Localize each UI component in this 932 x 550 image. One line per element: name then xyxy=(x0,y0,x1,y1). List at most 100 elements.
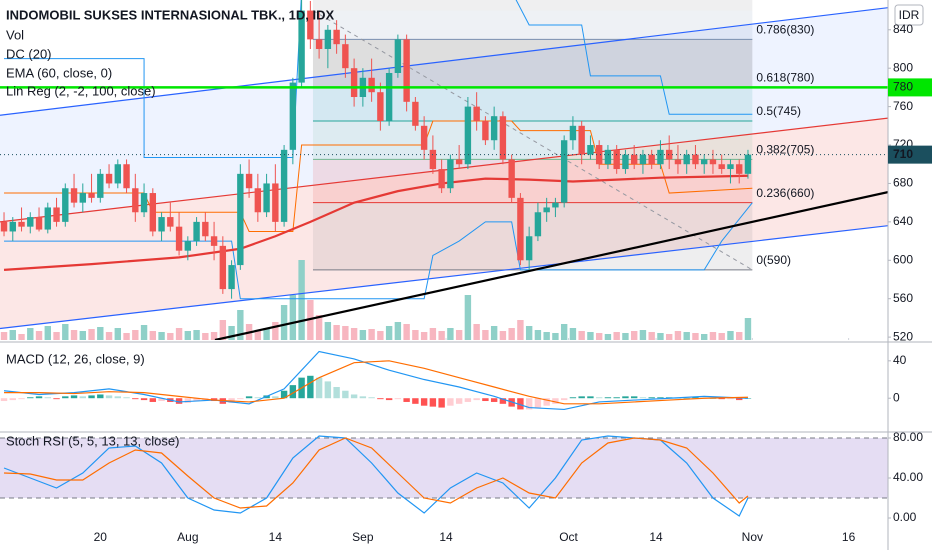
histogram-bar xyxy=(648,397,655,399)
volume-bar xyxy=(587,332,594,340)
y-tick-label: 520 xyxy=(893,329,913,343)
volume-bar xyxy=(394,322,402,340)
volume-bar xyxy=(105,332,113,340)
candle-body xyxy=(88,193,95,198)
volume-bar xyxy=(534,330,542,340)
histogram-bar xyxy=(9,398,16,401)
candle-body xyxy=(158,217,165,232)
candle-body xyxy=(175,226,183,251)
volume-bar xyxy=(53,332,60,340)
histogram-bar xyxy=(289,385,297,399)
volume-bar xyxy=(482,330,489,340)
pane-title: MACD (12, 26, close, 9) xyxy=(6,351,145,366)
fib-zone xyxy=(312,202,753,270)
price-label-bg xyxy=(888,145,932,164)
volume-bar xyxy=(543,332,550,340)
volume-bar xyxy=(44,326,51,340)
candle-body xyxy=(70,188,78,203)
histogram-bar xyxy=(342,390,349,399)
y-tick-label: 600 xyxy=(893,252,913,266)
candle-body xyxy=(342,44,349,69)
volume-bar xyxy=(639,330,647,340)
volume-bar xyxy=(595,333,603,340)
histogram-bar xyxy=(254,397,262,399)
histogram-bar xyxy=(473,398,480,401)
fib-label: 0(590) xyxy=(756,253,791,267)
volume-bar xyxy=(324,322,332,340)
volume-bar xyxy=(210,332,218,340)
candle-body xyxy=(718,164,725,170)
trendline xyxy=(214,191,888,340)
volume-bar xyxy=(237,310,244,340)
candle-body xyxy=(736,164,743,174)
candle-body xyxy=(18,221,25,227)
histogram-bar xyxy=(62,396,69,399)
volume-bar xyxy=(272,322,279,340)
volume-bar xyxy=(140,325,148,340)
fib-zone xyxy=(312,0,753,11)
candle-body xyxy=(237,173,244,266)
histogram-bar xyxy=(70,395,78,399)
volume-bar xyxy=(62,324,69,340)
candle-body xyxy=(517,197,524,261)
fib-label: 0.618(780) xyxy=(756,71,814,85)
volume-bar xyxy=(298,260,305,340)
histogram-bar xyxy=(578,396,585,399)
histogram-bar xyxy=(692,397,699,399)
candle-body xyxy=(53,207,60,222)
histogram-bar xyxy=(132,398,139,400)
price-label: 710 xyxy=(893,147,913,161)
histogram-bar xyxy=(272,396,279,399)
histogram-bar xyxy=(552,398,559,404)
volume-bar xyxy=(648,332,655,340)
histogram-bar xyxy=(438,398,445,408)
candle-body xyxy=(79,193,86,203)
candle-body xyxy=(420,125,428,150)
histogram-bar xyxy=(736,398,743,401)
volume-bar xyxy=(447,328,454,340)
histogram-bar xyxy=(280,390,288,399)
histogram-bar xyxy=(604,397,612,399)
histogram-bar xyxy=(718,398,725,400)
pane-title: Stoch RSI (5, 5, 13, 13, close) xyxy=(6,433,179,448)
legend-entry: DC (20) xyxy=(6,46,52,61)
y-tick-label: 0 xyxy=(893,390,900,404)
volume-bar xyxy=(193,330,200,340)
x-tick-label: 14 xyxy=(439,530,453,544)
volume-bar xyxy=(219,320,227,340)
volume-bar xyxy=(736,332,743,340)
ema-line xyxy=(3,174,748,271)
candle-body xyxy=(132,188,139,213)
candle-body xyxy=(184,241,192,251)
candle-body xyxy=(263,183,270,213)
histogram-bar xyxy=(455,398,463,404)
candle-body xyxy=(412,101,419,126)
volume-bar xyxy=(578,331,585,340)
x-tick-label: 14 xyxy=(269,530,283,544)
volume-bar xyxy=(132,330,139,340)
volume-bar xyxy=(9,330,16,340)
histogram-bar xyxy=(105,395,113,399)
histogram-bar xyxy=(482,398,489,402)
volume-bar xyxy=(718,333,725,340)
volume-bar xyxy=(569,328,577,340)
histogram-bar xyxy=(149,398,157,402)
volume-bar xyxy=(473,324,480,340)
donchian-lower xyxy=(4,202,753,300)
volume-bar xyxy=(18,334,25,340)
candle-body xyxy=(254,188,262,213)
histogram-bar xyxy=(727,398,734,400)
volume-bar xyxy=(263,328,270,340)
histogram-bar xyxy=(97,394,104,399)
histogram-bar xyxy=(245,396,253,399)
price-label: 780 xyxy=(893,80,913,94)
histogram-bar xyxy=(35,396,43,399)
volume-bar xyxy=(508,328,515,340)
histogram-bar xyxy=(333,387,340,399)
histogram-bar xyxy=(140,398,148,401)
x-tick-label: 14 xyxy=(649,530,663,544)
histogram-bar xyxy=(88,395,95,399)
volume-bar xyxy=(490,326,498,340)
fib-label: 0.786(830) xyxy=(756,23,814,37)
histogram-bar xyxy=(385,398,393,401)
